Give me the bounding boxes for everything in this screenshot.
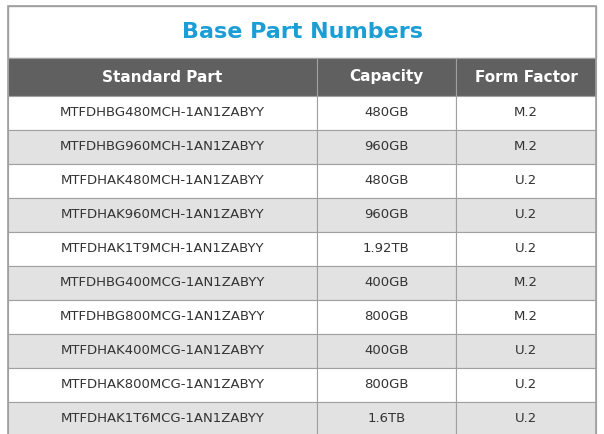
Text: 480GB: 480GB xyxy=(364,106,409,119)
Text: MTFDHBG960MCH-1AN1ZABYY: MTFDHBG960MCH-1AN1ZABYY xyxy=(60,141,265,154)
Bar xyxy=(456,198,596,232)
Bar xyxy=(8,198,316,232)
Bar xyxy=(456,232,596,266)
Text: MTFDHAK400MCG-1AN1ZABYY: MTFDHAK400MCG-1AN1ZABYY xyxy=(60,345,265,358)
Bar xyxy=(8,334,316,368)
Text: MTFDHBG400MCG-1AN1ZABYY: MTFDHBG400MCG-1AN1ZABYY xyxy=(60,276,265,289)
Bar xyxy=(8,300,316,334)
Bar xyxy=(316,402,456,434)
Bar xyxy=(316,58,456,96)
Text: 1.6TB: 1.6TB xyxy=(367,412,405,425)
Text: 960GB: 960GB xyxy=(364,208,409,221)
Bar xyxy=(456,368,596,402)
Bar xyxy=(456,334,596,368)
Text: M.2: M.2 xyxy=(514,310,538,323)
Bar xyxy=(316,232,456,266)
Bar xyxy=(8,164,316,198)
Text: U.2: U.2 xyxy=(515,412,537,425)
Text: M.2: M.2 xyxy=(514,276,538,289)
Text: U.2: U.2 xyxy=(515,174,537,187)
Bar xyxy=(456,402,596,434)
Text: 800GB: 800GB xyxy=(364,378,409,391)
Text: MTFDHBG480MCH-1AN1ZABYY: MTFDHBG480MCH-1AN1ZABYY xyxy=(60,106,265,119)
Text: 800GB: 800GB xyxy=(364,310,409,323)
Bar xyxy=(8,402,316,434)
Text: MTFDHAK800MCG-1AN1ZABYY: MTFDHAK800MCG-1AN1ZABYY xyxy=(60,378,265,391)
Bar xyxy=(456,266,596,300)
Bar xyxy=(8,58,316,96)
Bar xyxy=(8,96,316,130)
Bar xyxy=(456,300,596,334)
Bar xyxy=(8,6,596,58)
Text: MTFDHAK1T6MCG-1AN1ZABYY: MTFDHAK1T6MCG-1AN1ZABYY xyxy=(60,412,265,425)
Text: MTFDHAK1T9MCH-1AN1ZABYY: MTFDHAK1T9MCH-1AN1ZABYY xyxy=(60,243,264,256)
Bar xyxy=(456,58,596,96)
Text: Base Part Numbers: Base Part Numbers xyxy=(181,22,423,42)
Text: MTFDHAK960MCH-1AN1ZABYY: MTFDHAK960MCH-1AN1ZABYY xyxy=(60,208,264,221)
Text: Form Factor: Form Factor xyxy=(475,69,577,85)
Bar xyxy=(316,198,456,232)
Bar xyxy=(316,334,456,368)
Bar xyxy=(8,232,316,266)
Bar xyxy=(8,266,316,300)
Bar xyxy=(316,164,456,198)
Text: M.2: M.2 xyxy=(514,141,538,154)
Bar xyxy=(316,300,456,334)
Text: U.2: U.2 xyxy=(515,208,537,221)
Text: Standard Part: Standard Part xyxy=(102,69,222,85)
Bar xyxy=(456,164,596,198)
Text: Capacity: Capacity xyxy=(349,69,423,85)
Bar xyxy=(456,130,596,164)
Bar xyxy=(316,130,456,164)
Text: 960GB: 960GB xyxy=(364,141,409,154)
Bar xyxy=(316,368,456,402)
Bar xyxy=(8,130,316,164)
Text: 1.92TB: 1.92TB xyxy=(363,243,410,256)
Text: U.2: U.2 xyxy=(515,378,537,391)
Bar xyxy=(316,96,456,130)
Text: 400GB: 400GB xyxy=(364,276,409,289)
Text: 480GB: 480GB xyxy=(364,174,409,187)
Bar xyxy=(316,266,456,300)
Text: U.2: U.2 xyxy=(515,243,537,256)
Text: 400GB: 400GB xyxy=(364,345,409,358)
Bar xyxy=(8,368,316,402)
Bar xyxy=(456,96,596,130)
Text: U.2: U.2 xyxy=(515,345,537,358)
Text: MTFDHAK480MCH-1AN1ZABYY: MTFDHAK480MCH-1AN1ZABYY xyxy=(60,174,264,187)
Text: MTFDHBG800MCG-1AN1ZABYY: MTFDHBG800MCG-1AN1ZABYY xyxy=(60,310,265,323)
Text: M.2: M.2 xyxy=(514,106,538,119)
